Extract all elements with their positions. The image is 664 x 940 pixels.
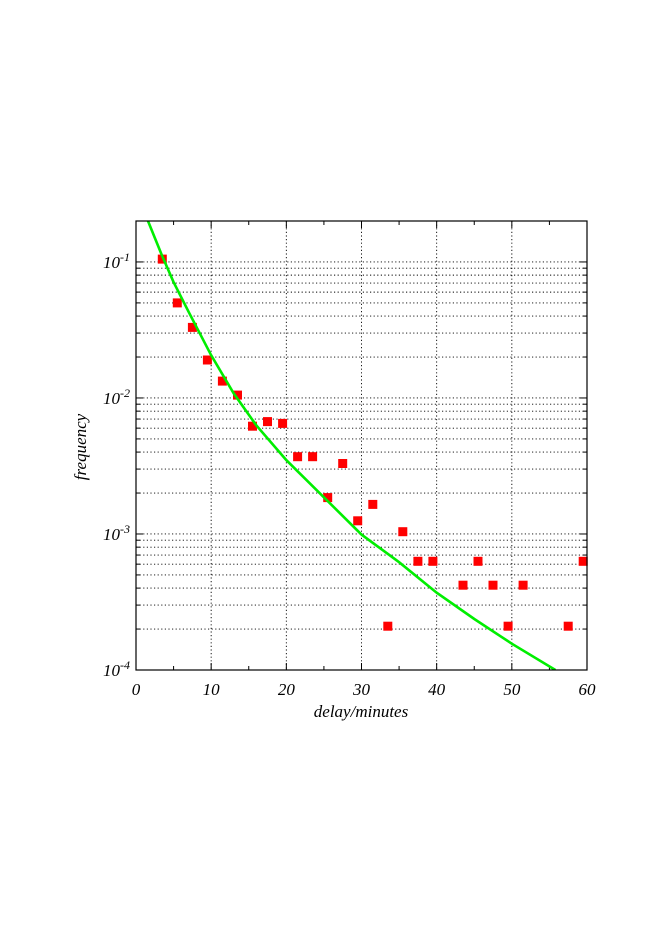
data-point	[263, 417, 272, 427]
data-point	[172, 298, 182, 308]
data-point	[187, 322, 197, 332]
plot-frame	[135, 220, 588, 671]
x-tick-label: 0	[132, 680, 141, 699]
data-point	[383, 621, 393, 631]
x-tick-label: 10	[203, 680, 221, 699]
data-point	[323, 493, 333, 503]
tick-labels: 0 10 20 30 40 50 60 10-1 10-2 10-3 10-4	[103, 250, 596, 699]
data-point	[217, 376, 227, 386]
y-tick-label: 10-2	[103, 386, 130, 408]
data-point	[398, 527, 408, 537]
data-point	[428, 556, 438, 566]
x-tick-label: 30	[352, 680, 371, 699]
data-point	[578, 556, 588, 566]
data-point	[202, 355, 212, 365]
x-tick-label: 50	[503, 680, 521, 699]
data-point	[563, 621, 573, 631]
data-point	[233, 390, 242, 400]
data-point	[458, 580, 468, 590]
data-point	[473, 556, 483, 566]
y-tick-label: 10-1	[103, 250, 130, 272]
data-point	[353, 516, 363, 526]
grid	[136, 221, 587, 670]
x-axis-label: delay/minutes	[314, 702, 409, 721]
series	[146, 221, 588, 670]
data-point	[413, 556, 423, 566]
data-point	[368, 499, 378, 509]
y-tick-label: 10-3	[103, 522, 130, 544]
x-tick-label: 60	[579, 680, 597, 699]
x-tick-label: 40	[428, 680, 446, 699]
data-point	[293, 452, 303, 462]
data-point	[248, 421, 257, 431]
y-axis-label: frequency	[71, 413, 90, 480]
data-point	[338, 459, 348, 468]
data-point	[503, 621, 513, 631]
data-point	[518, 580, 528, 590]
fit-curve	[146, 221, 557, 670]
data-point	[488, 580, 498, 590]
y-tick-label: 10-4	[103, 658, 130, 680]
data-point	[278, 418, 288, 428]
data-point	[308, 452, 318, 462]
x-tick-label: 20	[278, 680, 296, 699]
